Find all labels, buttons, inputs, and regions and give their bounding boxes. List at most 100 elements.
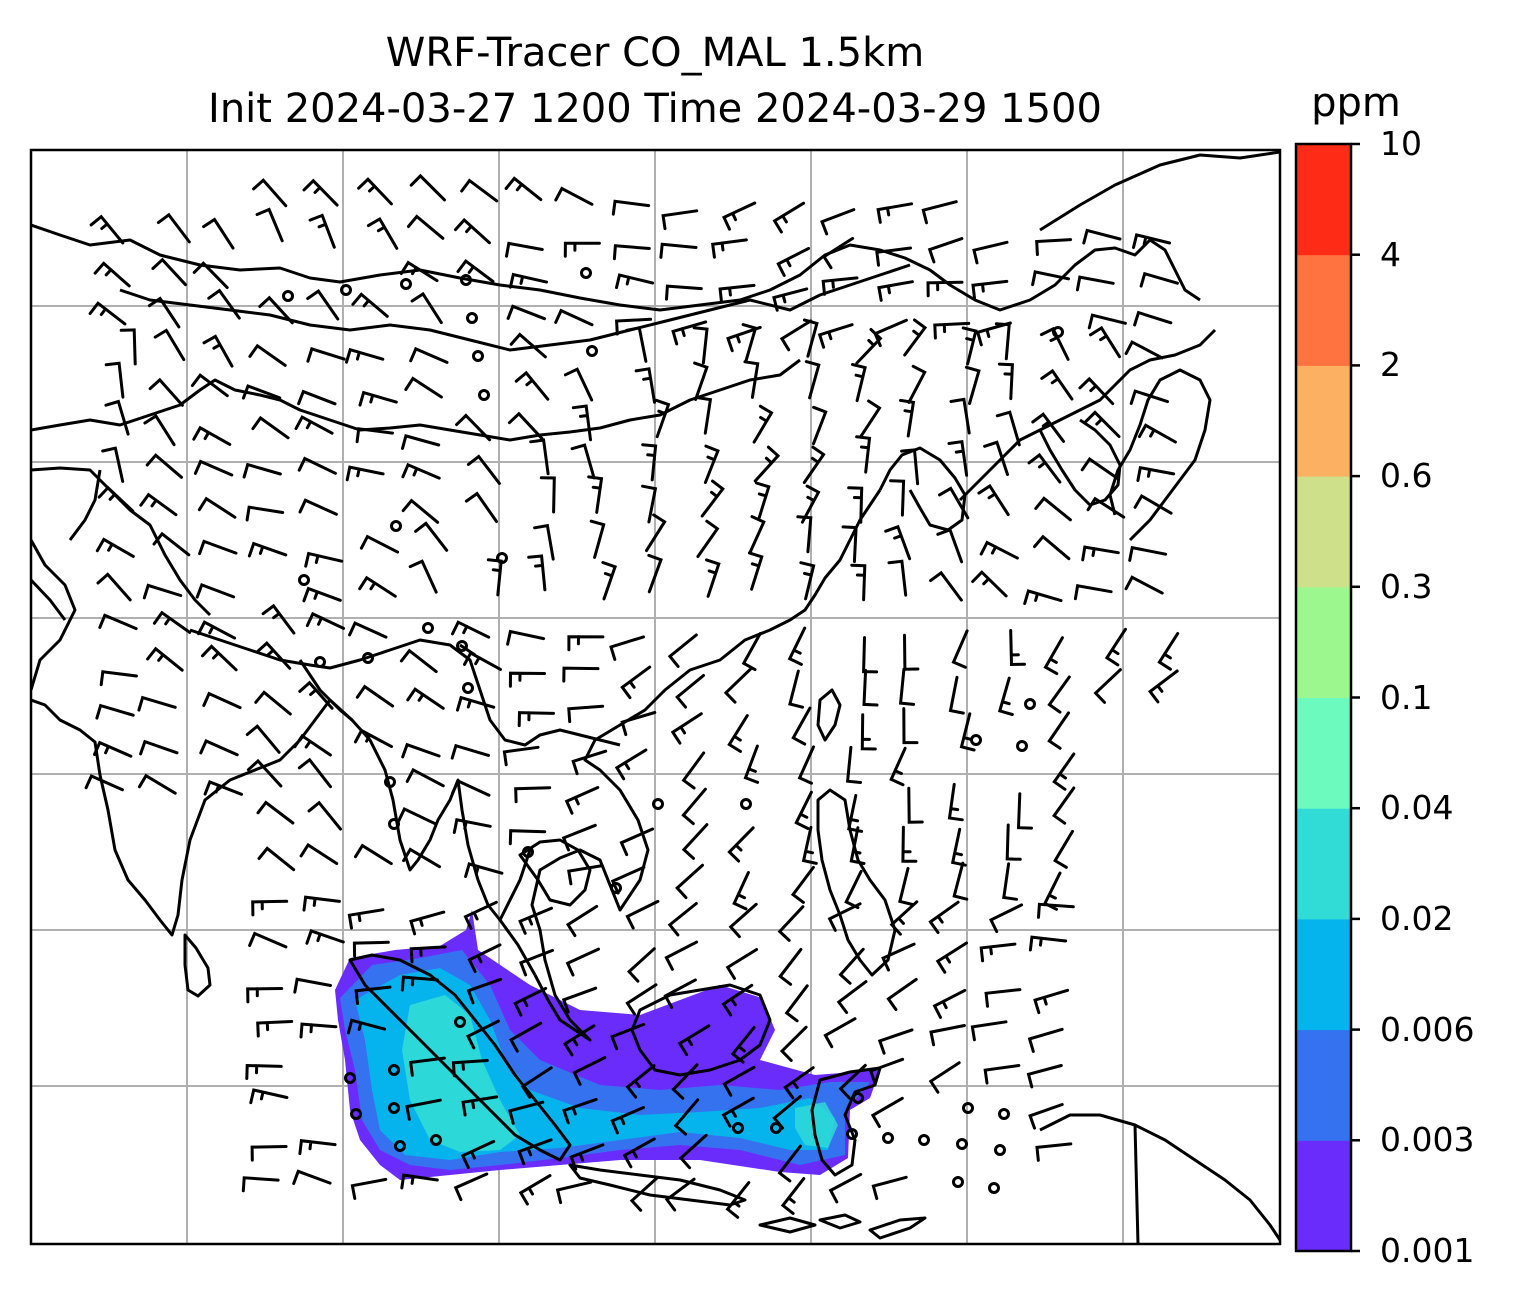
wind-barb xyxy=(306,289,340,321)
calm-circle xyxy=(400,278,412,290)
wind-barb xyxy=(248,931,288,949)
wind-barb xyxy=(508,671,546,688)
wind-barb xyxy=(565,904,599,938)
wind-barb xyxy=(508,1021,543,1053)
calm-circle xyxy=(1016,740,1028,752)
wind-barb xyxy=(611,199,651,216)
wind-barb xyxy=(849,826,866,865)
wind-barb xyxy=(567,864,604,886)
wind-barb xyxy=(975,321,1012,347)
wind-barb xyxy=(539,476,556,514)
wind-barb xyxy=(251,415,290,440)
wind-barb xyxy=(1129,389,1169,405)
wind-barb xyxy=(748,515,766,555)
wind-barb xyxy=(730,1025,756,1064)
wind-barb xyxy=(256,800,295,825)
wind-barb xyxy=(812,405,828,446)
wind-barb xyxy=(951,629,969,669)
wind-barb xyxy=(564,786,600,815)
wind-barb xyxy=(675,863,704,900)
wind-barb xyxy=(197,620,237,640)
wind-barb xyxy=(466,977,503,1005)
wind-barb xyxy=(673,1098,700,1136)
wind-barb xyxy=(625,326,648,363)
wind-barb xyxy=(921,200,958,225)
wind-barb xyxy=(961,326,978,366)
wind-barb xyxy=(509,332,547,359)
wind-barb xyxy=(705,558,721,598)
wind-barb xyxy=(1128,545,1168,562)
wind-barb xyxy=(681,751,706,790)
wind-barb xyxy=(405,1098,442,1121)
wind-barb xyxy=(935,941,968,974)
wind-barb xyxy=(514,786,552,804)
wind-barb xyxy=(359,534,400,554)
colorbar-tick-label: 0.003 xyxy=(1380,1120,1475,1160)
wind-barb xyxy=(508,1100,545,1125)
wind-barb xyxy=(252,178,288,208)
wind-barb xyxy=(741,323,758,363)
wind-barb xyxy=(871,1175,908,1201)
wind-barb xyxy=(409,910,446,936)
wind-barb xyxy=(409,1056,446,1077)
wind-barb xyxy=(703,444,720,484)
wind-barb xyxy=(518,948,554,977)
wind-barb xyxy=(401,462,441,480)
wind-barb xyxy=(1073,584,1113,601)
wind-barb xyxy=(450,743,490,760)
wind-barb xyxy=(610,1106,645,1135)
wind-barb xyxy=(860,713,877,751)
wind-barb xyxy=(1037,902,1075,919)
wind-barb xyxy=(711,238,748,259)
wind-barb xyxy=(783,1066,815,1100)
calm-circle xyxy=(586,345,598,357)
wind-barb xyxy=(351,292,389,318)
calm-circle xyxy=(770,1122,782,1134)
colorbar-ticks xyxy=(1351,142,1360,1253)
wind-barb xyxy=(641,443,658,482)
wind-barb xyxy=(567,704,605,724)
wind-barb xyxy=(247,541,288,558)
wind-barb xyxy=(780,1177,806,1215)
wind-barb xyxy=(533,523,555,561)
wind-barb xyxy=(1040,368,1074,401)
wind-barb xyxy=(776,246,811,277)
wind-barb xyxy=(995,410,1021,447)
wind-barb xyxy=(358,575,397,598)
calm-circle xyxy=(298,574,310,586)
colorbar-tick-label: 0.02 xyxy=(1380,898,1454,938)
wind-barb xyxy=(563,241,601,258)
tracer-shading xyxy=(335,910,880,1180)
wind-barb xyxy=(851,363,867,403)
colorbar-tick-label: 0.001 xyxy=(1380,1231,1475,1270)
wind-barb xyxy=(677,1024,711,1057)
wind-barb xyxy=(151,257,187,287)
wind-barb xyxy=(357,177,393,206)
calm-circle xyxy=(962,1102,974,1114)
wind-barb xyxy=(862,636,879,674)
wind-barb xyxy=(197,496,237,519)
calm-circle xyxy=(1024,698,1036,710)
wind-barb xyxy=(397,806,437,826)
wind-barb xyxy=(670,712,703,745)
wind-barb xyxy=(408,559,438,594)
coastline-java xyxy=(568,1163,747,1207)
wind-barb xyxy=(88,301,127,326)
colorbar-segment xyxy=(1296,808,1351,920)
wind-barb xyxy=(1028,935,1068,952)
wind-barb xyxy=(562,666,600,683)
wind-barb xyxy=(98,613,138,631)
wind-barb xyxy=(299,1022,338,1039)
wind-barb xyxy=(195,582,236,599)
wind-barb xyxy=(561,986,598,1014)
wind-barb xyxy=(143,413,176,447)
wind-barb xyxy=(506,304,546,321)
colorbar-segment xyxy=(1296,254,1351,366)
wind-barb xyxy=(146,646,184,672)
wind-barb xyxy=(207,288,241,320)
colorbar-segment xyxy=(1296,1029,1351,1141)
wind-barb xyxy=(508,272,548,289)
calm-circle xyxy=(314,656,326,668)
wind-barb xyxy=(625,1064,656,1099)
